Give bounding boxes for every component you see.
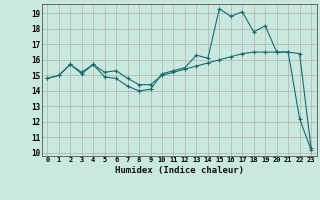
X-axis label: Humidex (Indice chaleur): Humidex (Indice chaleur) bbox=[115, 166, 244, 175]
